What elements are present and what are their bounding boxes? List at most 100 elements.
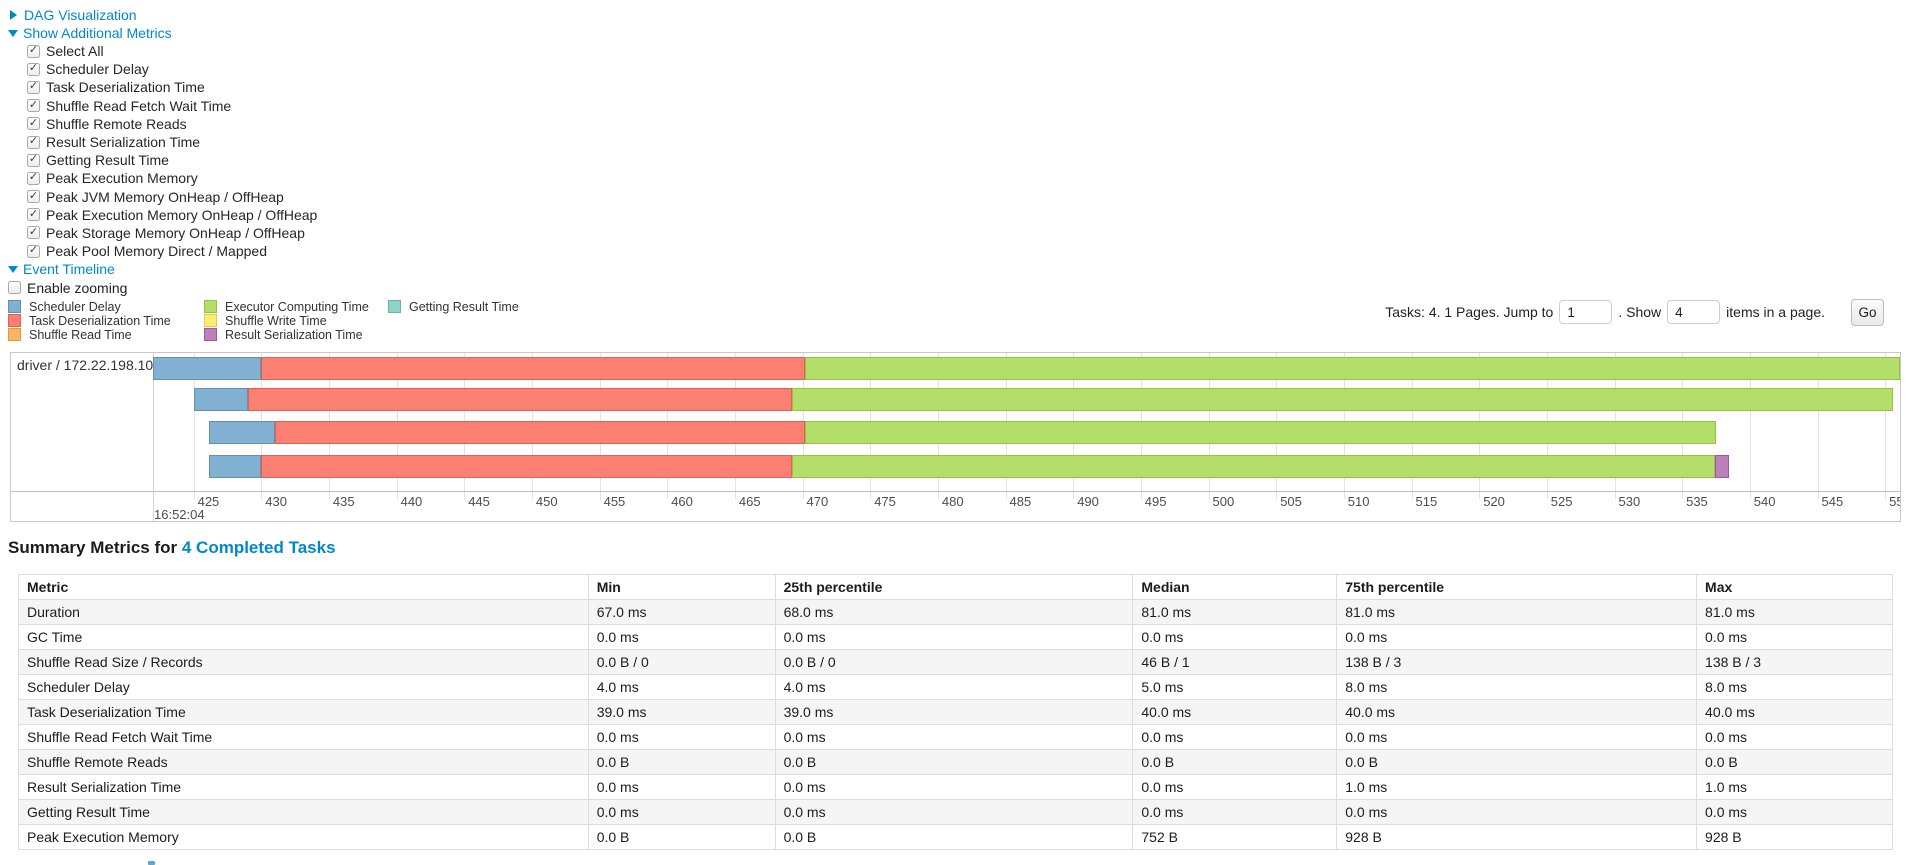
metric-checkbox-row: Peak Storage Memory OnHeap / OffHeap — [27, 224, 317, 242]
metric-checkbox-label[interactable]: Peak Pool Memory Direct / Mapped — [46, 243, 267, 260]
timeline-bar-segment-executor-computing[interactable] — [805, 357, 1900, 380]
metric-checkbox-label[interactable]: Scheduler Delay — [46, 61, 149, 78]
axis-tick-label: 490 — [1077, 494, 1099, 509]
table-row: Shuffle Read Fetch Wait Time 0.0 ms 0.0 ms… — [18, 724, 1893, 750]
metric-checkbox-label[interactable]: Getting Result Time — [46, 152, 169, 169]
axis-tick-label: 480 — [941, 494, 964, 509]
label-column-border — [153, 353, 154, 521]
timeline-bar-segment-executor-computing[interactable] — [805, 421, 1716, 444]
value-cell: 0.0 ms — [1336, 724, 1698, 750]
axis-tick-label: 470 — [806, 494, 829, 509]
value-cell: 0.0 ms — [1132, 799, 1338, 825]
axis-start-time-label: 16:52:04 — [154, 507, 205, 522]
value-cell: 0.0 ms — [587, 799, 776, 825]
timeline-bar-segment-scheduler-delay[interactable] — [208, 421, 275, 444]
enable-zooming-checkbox[interactable] — [8, 281, 21, 294]
metric-checkbox-row: Shuffle Read Fetch Wait Time — [27, 97, 317, 115]
axis-tick-label: 525 — [1550, 494, 1573, 509]
event-timeline-toggle[interactable]: Event Timeline — [8, 260, 317, 278]
metric-checkbox[interactable] — [27, 80, 40, 94]
metric-checkbox[interactable] — [27, 99, 40, 113]
value-cell: 0.0 B — [587, 824, 776, 850]
legend-item: Shuffle Read Time — [8, 328, 204, 342]
legend-label: Shuffle Write Time — [225, 313, 327, 328]
timeline-group-label: driver / 172.22.198.104 — [17, 357, 161, 373]
metric-checkbox-row: Peak Execution Memory — [27, 169, 317, 187]
timeline-bar-segment-scheduler-delay[interactable] — [193, 388, 248, 411]
metric-checkbox-label[interactable]: Peak Execution Memory — [46, 170, 198, 187]
value-cell: 0.0 ms — [587, 774, 776, 800]
shuffle-write-swatch-icon — [204, 314, 217, 328]
metric-checkbox-label[interactable]: Shuffle Remote Reads — [46, 115, 187, 132]
value-cell: 0.0 ms — [774, 724, 1134, 750]
task-deserialization-swatch-icon — [8, 314, 21, 328]
table-row: GC Time 0.0 ms 0.0 ms 0.0 ms 0.0 ms 0.0 ms — [18, 624, 1893, 650]
metric-checkbox-label[interactable]: Shuffle Read Fetch Wait Time — [46, 97, 232, 114]
jump-to-page-input[interactable] — [1559, 300, 1613, 324]
timeline-bar-segment-task-deserialization[interactable] — [261, 455, 792, 478]
metric-checkbox[interactable] — [27, 44, 40, 58]
enable-zooming-row: Enable zooming — [8, 278, 317, 297]
metric-cell: GC Time — [18, 624, 589, 650]
metric-cell: Getting Result Time — [18, 799, 589, 825]
timeline-bar-segment-task-deserialization[interactable] — [274, 421, 806, 444]
metric-checkbox-label[interactable]: Peak Execution Memory OnHeap / OffHeap — [46, 206, 318, 223]
axis-tick-label: 500 — [1212, 494, 1235, 509]
metric-cell: Scheduler Delay — [18, 674, 589, 700]
metric-checkbox[interactable] — [27, 190, 40, 204]
caret-down-icon — [8, 265, 18, 273]
timeline-bar-segment-scheduler-delay[interactable] — [153, 357, 262, 380]
legend-item: Getting Result Time — [388, 300, 519, 314]
timeline-bar-segment-result-serialization[interactable] — [1714, 455, 1730, 478]
metric-checkbox-label[interactable]: Peak JVM Memory OnHeap / OffHeap — [46, 188, 284, 205]
metric-checkbox[interactable] — [27, 208, 40, 222]
column-header: 25th percentile — [774, 574, 1134, 600]
axis-tick-label: 430 — [265, 494, 287, 509]
go-button[interactable]: Go — [1851, 298, 1884, 326]
dag-visualization-toggle[interactable]: DAG Visualization — [8, 6, 317, 24]
value-cell: 0.0 ms — [1696, 799, 1893, 825]
axis-tick-label: 475 — [874, 494, 896, 509]
value-cell: 0.0 ms — [1132, 624, 1338, 650]
metric-cell: Shuffle Read Size / Records — [18, 649, 589, 675]
dag-visualization-label: DAG Visualization — [24, 7, 137, 23]
partial-next-section-indicator — [148, 861, 155, 865]
metric-checkbox[interactable] — [27, 226, 40, 240]
timeline-bar-segment-task-deserialization[interactable] — [247, 388, 792, 411]
axis-tick-label: 530 — [1618, 494, 1641, 509]
legend-item: Shuffle Write Time — [204, 314, 388, 328]
metric-checkbox-label[interactable]: Peak Storage Memory OnHeap / OffHeap — [46, 224, 305, 241]
metric-checkbox[interactable] — [27, 117, 40, 131]
completed-tasks-link[interactable]: 4 Completed Tasks — [181, 538, 336, 557]
items-per-page-input[interactable] — [1667, 300, 1721, 324]
column-header: Min — [587, 574, 776, 600]
legend-column: Getting Result Time — [388, 300, 519, 341]
value-cell: 0.0 ms — [587, 724, 776, 750]
show-additional-metrics-toggle[interactable]: Show Additional Metrics — [8, 24, 317, 42]
value-cell: 0.0 ms — [1132, 724, 1338, 750]
show-text: . Show — [1618, 304, 1662, 320]
value-cell: 0.0 ms — [774, 799, 1134, 825]
metric-checkbox-label[interactable]: Select All — [46, 43, 104, 60]
timeline-bar-segment-executor-computing[interactable] — [791, 388, 1894, 411]
metric-checkbox[interactable] — [27, 244, 40, 258]
timeline-bar-segment-task-deserialization[interactable] — [261, 357, 806, 380]
metric-checkbox-label[interactable]: Result Serialization Time — [46, 134, 201, 151]
value-cell: 0.0 ms — [1132, 774, 1338, 800]
timeline-bar-segment-scheduler-delay[interactable] — [208, 455, 262, 478]
metric-checkbox[interactable] — [27, 171, 40, 185]
items-in-page-text: items in a page. — [1726, 304, 1825, 320]
value-cell: 0.0 ms — [1696, 724, 1893, 750]
axis-tick-label: 535 — [1686, 494, 1708, 509]
metric-cell: Duration — [18, 599, 589, 625]
timeline-bar-segment-executor-computing[interactable] — [791, 455, 1715, 478]
metric-checkbox[interactable] — [27, 153, 40, 167]
metric-checkbox-row: Scheduler Delay — [27, 60, 317, 78]
executor-computing-swatch-icon — [204, 300, 217, 314]
metric-checkbox-label[interactable]: Task Deserialization Time — [46, 79, 205, 96]
metric-checkbox[interactable] — [27, 62, 40, 76]
stage-detail-toggles: DAG Visualization Show Additional Metric… — [8, 6, 317, 297]
value-cell: 0.0 ms — [1336, 799, 1698, 825]
metric-checkbox[interactable] — [27, 135, 40, 149]
axis-tick-label: 540 — [1753, 494, 1776, 509]
